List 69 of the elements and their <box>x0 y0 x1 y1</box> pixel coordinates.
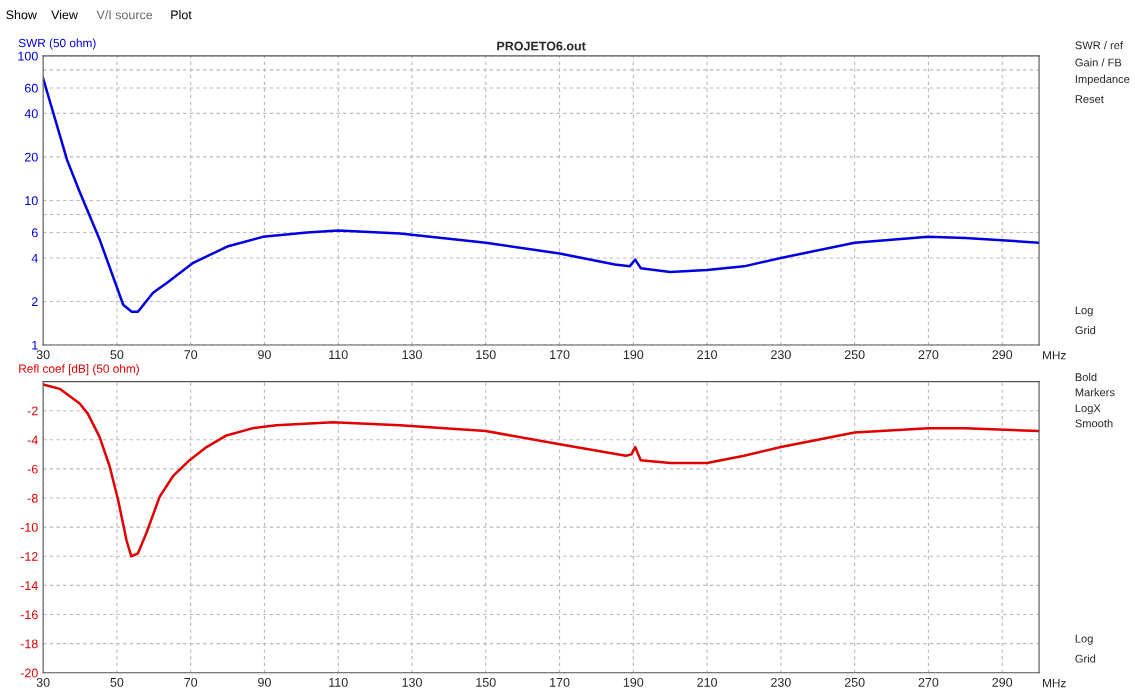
y-tick-label: -2 <box>27 406 38 416</box>
line-series <box>43 77 1040 313</box>
y-tick-label: -6 <box>27 464 38 474</box>
text: View <box>51 10 78 20</box>
text: V/I source <box>96 10 153 20</box>
text: Impedance <box>1075 74 1130 86</box>
x-tick-label: 290 <box>992 350 1013 360</box>
x-tick-label: 130 <box>402 350 422 360</box>
x-tick-label: 190 <box>623 350 644 360</box>
y-tick-label: 60 <box>25 83 38 93</box>
y-tick-label: 6 <box>31 228 38 238</box>
x-tick-label: 270 <box>918 350 939 360</box>
x-tick-label: 210 <box>697 350 718 360</box>
y-tick-label: 20 <box>25 152 38 162</box>
x-tick-label: 230 <box>771 677 791 687</box>
x-tick-label: 270 <box>918 677 939 687</box>
y-tick-label: 40 <box>24 109 38 119</box>
x-axis-title: MHz <box>1043 679 1066 688</box>
x-tick-label: 50 <box>110 677 124 687</box>
y-axis-title: Refl coef [dB] (50 ohm) <box>19 364 139 376</box>
text: Grid <box>1075 326 1096 335</box>
x-axis-title: MHz <box>1043 351 1066 360</box>
y-tick-label: -8 <box>27 493 38 503</box>
y-tick-label: 4 <box>31 253 38 263</box>
x-tick-label: 150 <box>476 350 496 360</box>
x-tick-label: 190 <box>623 677 644 687</box>
text: LogX <box>1075 404 1101 415</box>
y-tick-label: -18 <box>20 639 38 649</box>
y-tick-label: 10 <box>25 196 38 206</box>
x-tick-label: 30 <box>36 350 50 360</box>
x-tick-label: 170 <box>550 350 570 360</box>
x-tick-label: 210 <box>697 677 718 687</box>
x-tick-label: 250 <box>844 350 865 360</box>
x-tick-label: 230 <box>771 350 791 360</box>
text: Reset <box>1075 95 1104 104</box>
y-tick-label: -4 <box>27 435 38 445</box>
text: Gain / FB <box>1075 58 1122 67</box>
x-tick-label: 110 <box>329 350 348 360</box>
x-tick-label: 50 <box>110 350 124 360</box>
chart-title: PROJETO6.out <box>497 41 586 51</box>
x-tick-label: 150 <box>476 677 496 687</box>
y-tick-label: -14 <box>20 581 38 590</box>
x-tick-label: 90 <box>258 677 271 687</box>
y-tick-label: -20 <box>20 668 38 678</box>
x-tick-label: 250 <box>844 677 865 687</box>
text: Smooth <box>1075 419 1113 428</box>
text: Markers <box>1075 388 1115 397</box>
x-tick-label: 30 <box>36 677 50 687</box>
text: Grid <box>1075 654 1096 663</box>
y-tick-label: -12 <box>20 552 38 561</box>
x-tick-label: 70 <box>184 350 198 360</box>
x-tick-label: 290 <box>992 677 1013 687</box>
text: Log <box>1075 634 1093 645</box>
x-tick-label: 130 <box>402 677 422 687</box>
x-tick-label: 70 <box>184 677 198 687</box>
x-tick-label: 110 <box>329 677 348 687</box>
text: SWR / ref <box>1075 41 1124 50</box>
y-axis-title: SWR (50 ohm) <box>18 38 96 50</box>
y-tick-label: -16 <box>20 610 38 620</box>
x-tick-label: 90 <box>258 350 271 360</box>
text: Bold <box>1075 372 1097 382</box>
y-tick-label: 100 <box>18 51 38 61</box>
text: Show <box>6 10 37 20</box>
text: Log <box>1075 306 1093 317</box>
text: Plot <box>171 10 192 20</box>
y-tick-label: 2 <box>31 297 38 307</box>
y-tick-label: 1 <box>32 340 38 350</box>
y-tick-label: -10 <box>20 522 38 532</box>
x-tick-label: 170 <box>550 677 570 687</box>
